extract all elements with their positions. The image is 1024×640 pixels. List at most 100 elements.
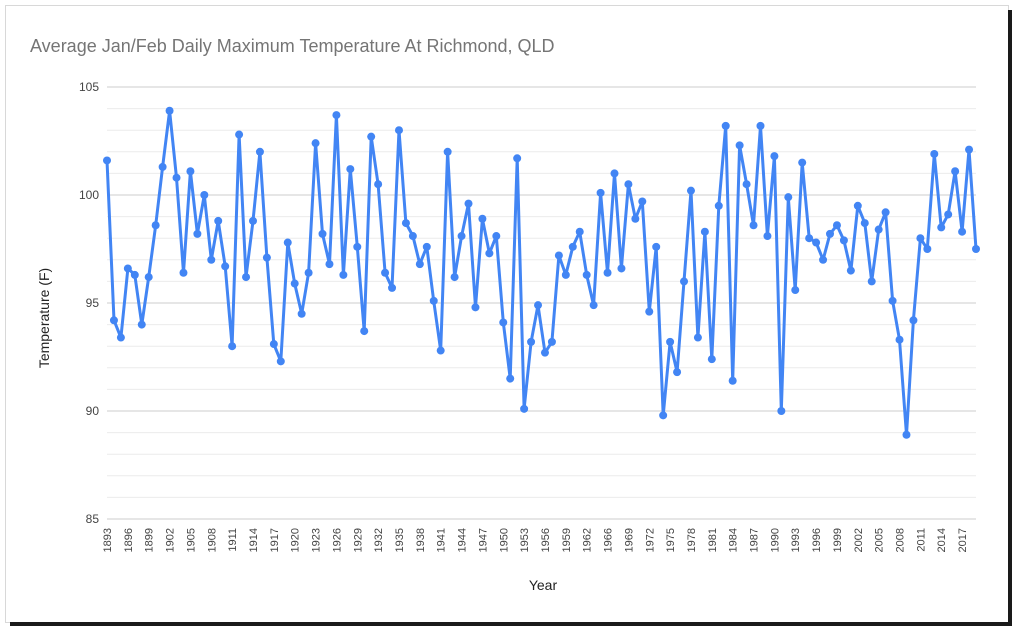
data-point[interactable]: [276, 357, 285, 366]
data-point[interactable]: [874, 225, 883, 234]
data-point[interactable]: [659, 411, 668, 420]
data-point[interactable]: [283, 238, 292, 247]
data-point[interactable]: [666, 337, 675, 346]
data-point[interactable]: [200, 191, 209, 199]
data-point[interactable]: [381, 268, 390, 277]
data-point[interactable]: [742, 180, 751, 189]
data-point[interactable]: [103, 156, 111, 165]
data-point[interactable]: [805, 234, 814, 243]
data-point[interactable]: [130, 270, 139, 279]
data-point[interactable]: [652, 242, 661, 251]
data-point[interactable]: [116, 333, 125, 342]
data-point[interactable]: [610, 169, 619, 178]
data-point[interactable]: [826, 229, 835, 238]
data-point[interactable]: [812, 238, 821, 247]
data-point[interactable]: [846, 266, 855, 275]
data-point[interactable]: [520, 404, 529, 413]
data-point[interactable]: [965, 145, 974, 154]
data-point[interactable]: [109, 316, 118, 325]
data-point[interactable]: [575, 227, 584, 236]
data-point[interactable]: [860, 219, 869, 228]
data-point[interactable]: [554, 251, 563, 260]
data-point[interactable]: [269, 340, 278, 349]
data-point[interactable]: [596, 188, 605, 197]
data-point[interactable]: [700, 227, 709, 236]
data-point[interactable]: [728, 376, 737, 385]
data-point[interactable]: [527, 337, 536, 346]
data-point[interactable]: [499, 318, 508, 327]
data-point[interactable]: [401, 219, 410, 228]
data-point[interactable]: [680, 277, 689, 286]
data-point[interactable]: [673, 368, 682, 377]
data-point[interactable]: [297, 309, 306, 318]
data-point[interactable]: [777, 407, 786, 415]
data-point[interactable]: [193, 229, 202, 238]
data-point[interactable]: [207, 255, 216, 264]
data-point[interactable]: [408, 232, 417, 241]
data-point[interactable]: [165, 106, 174, 115]
data-point[interactable]: [589, 301, 598, 310]
data-point[interactable]: [513, 154, 522, 163]
data-point[interactable]: [457, 232, 466, 241]
data-point[interactable]: [798, 158, 807, 167]
data-point[interactable]: [464, 199, 473, 208]
data-point[interactable]: [214, 216, 223, 225]
data-point[interactable]: [832, 221, 841, 230]
data-point[interactable]: [721, 121, 730, 130]
data-point[interactable]: [923, 245, 932, 253]
data-point[interactable]: [631, 214, 640, 223]
data-point[interactable]: [930, 149, 939, 158]
data-point[interactable]: [172, 173, 181, 182]
data-point[interactable]: [242, 273, 251, 282]
data-point[interactable]: [749, 221, 758, 230]
data-point[interactable]: [909, 316, 918, 325]
data-point[interactable]: [415, 260, 424, 269]
data-point[interactable]: [228, 342, 237, 351]
data-point[interactable]: [784, 193, 793, 202]
data-point[interactable]: [436, 346, 445, 355]
data-point[interactable]: [137, 320, 146, 329]
data-point[interactable]: [881, 208, 890, 217]
data-point[interactable]: [179, 268, 188, 277]
data-point[interactable]: [374, 180, 383, 189]
data-point[interactable]: [763, 232, 772, 241]
data-point[interactable]: [770, 152, 779, 161]
data-point[interactable]: [151, 221, 160, 230]
data-point[interactable]: [346, 165, 355, 174]
data-point[interactable]: [492, 232, 501, 241]
data-point[interactable]: [540, 348, 549, 357]
data-point[interactable]: [478, 214, 487, 223]
data-point[interactable]: [638, 197, 647, 206]
data-point[interactable]: [339, 270, 348, 279]
data-point[interactable]: [902, 430, 911, 439]
data-point[interactable]: [123, 264, 132, 273]
data-point[interactable]: [839, 236, 848, 245]
data-point[interactable]: [248, 216, 257, 225]
data-point[interactable]: [158, 162, 167, 171]
data-point[interactable]: [443, 147, 452, 156]
data-point[interactable]: [235, 130, 244, 139]
data-point[interactable]: [888, 296, 897, 305]
data-point[interactable]: [951, 167, 960, 176]
data-point[interactable]: [867, 277, 876, 286]
data-point[interactable]: [791, 286, 800, 295]
data-point[interactable]: [895, 335, 904, 344]
data-point[interactable]: [353, 242, 362, 251]
data-point[interactable]: [360, 327, 369, 336]
data-point[interactable]: [624, 180, 633, 189]
data-point[interactable]: [429, 296, 438, 305]
data-point[interactable]: [714, 201, 723, 210]
data-point[interactable]: [485, 249, 494, 258]
data-point[interactable]: [325, 260, 334, 269]
data-point[interactable]: [944, 210, 953, 219]
data-point[interactable]: [332, 111, 341, 120]
data-point[interactable]: [645, 307, 654, 316]
data-point[interactable]: [318, 229, 327, 238]
data-point[interactable]: [603, 268, 612, 277]
data-point[interactable]: [186, 167, 195, 176]
data-point[interactable]: [290, 279, 299, 288]
data-point[interactable]: [693, 333, 702, 342]
data-point[interactable]: [506, 374, 515, 383]
data-point[interactable]: [707, 355, 716, 364]
data-point[interactable]: [394, 126, 403, 135]
